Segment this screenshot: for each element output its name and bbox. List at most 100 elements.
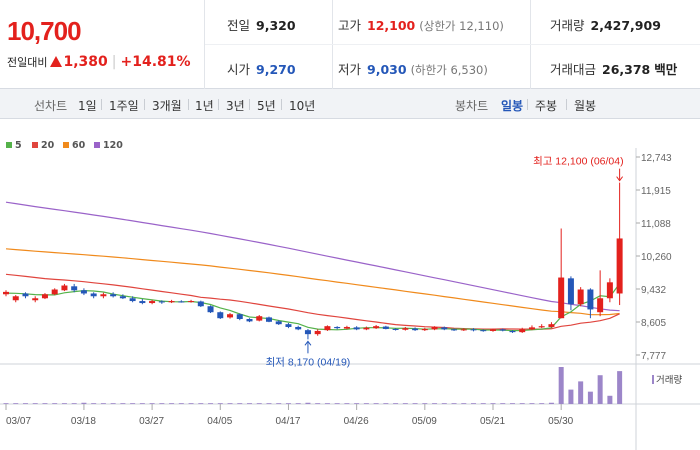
candle-body (119, 296, 126, 299)
stock-chart[interactable]: 5 20 60 120 12,743 11,915 11,088 10,260 9,43… (0, 120, 700, 450)
legend-ma60-label: 60 (72, 140, 86, 151)
candle-body (100, 294, 107, 297)
volume-bar (217, 403, 223, 404)
divider (101, 99, 102, 110)
candle-body (548, 324, 555, 327)
candle-body (558, 277, 565, 319)
x-tick-label: 05/09 (412, 416, 437, 427)
candle-body (12, 296, 19, 301)
volume-bar (509, 403, 515, 404)
y-tick-label: 11,915 (641, 186, 671, 197)
candle-body (324, 326, 331, 331)
candle-body (22, 293, 29, 297)
candle-body (577, 289, 584, 305)
candle-body (227, 314, 234, 318)
volume-bar (617, 371, 623, 404)
candle-body (129, 298, 136, 302)
volume-bar (266, 403, 272, 404)
candle-body (480, 330, 487, 332)
tab-1w[interactable]: 1주일 (109, 99, 139, 113)
candle-body (363, 327, 370, 330)
tab-daily[interactable]: 일봉 (501, 99, 524, 113)
tab-monthly[interactable]: 월봉 (574, 99, 597, 113)
volume-bar (42, 403, 48, 404)
trade-amount: 거래대금 26,378 백만 (550, 59, 677, 78)
y-tick-label: 12,743 (641, 153, 672, 164)
trade-amount-value: 26,378 (602, 62, 651, 77)
candle-body (528, 327, 535, 330)
change-value: 1,380 (63, 54, 108, 70)
candle-body (3, 291, 9, 295)
volume-bar (354, 403, 360, 404)
volume-bar (383, 403, 389, 404)
volume-bar (149, 403, 155, 404)
candle-body (431, 326, 438, 330)
up-triangle-icon (50, 56, 63, 67)
volume-bar (52, 403, 58, 404)
volume-value: 2,427,909 (590, 18, 661, 33)
candle-body (158, 301, 165, 303)
x-tick-label: 03/27 (139, 416, 164, 427)
tab-1d[interactable]: 1일 (78, 99, 97, 113)
volume-bar (451, 403, 457, 404)
x-tick-label: 04/05 (207, 416, 232, 427)
tab-3y[interactable]: 3년 (226, 99, 245, 113)
volume-bar (110, 403, 116, 404)
candle-body (606, 282, 613, 299)
y-tick-label: 10,260 (641, 252, 672, 263)
change-percent: +14.81% (120, 54, 191, 70)
ma120-line (5, 201, 620, 312)
volume-bar (247, 403, 252, 404)
volume-bar (178, 403, 184, 404)
low-label: 저가 (338, 62, 362, 77)
volume-bar (71, 403, 77, 404)
y-tick-label: 11,088 (641, 219, 671, 230)
candle-body (382, 326, 389, 329)
volume-bar (139, 403, 145, 404)
low-price: 저가 9,030 (하한가 6,530) (338, 59, 488, 78)
volume-bar (120, 403, 126, 404)
legend-ma20: 20 (32, 140, 54, 151)
candle-body (587, 289, 594, 310)
high-annotation: 최고 12,100 (06/04) (533, 156, 624, 168)
tab-1y[interactable]: 1년 (195, 99, 214, 113)
open-price: 시가 9,270 (227, 59, 296, 78)
volume-bar (490, 403, 496, 404)
volume-bar (295, 403, 301, 404)
volume-bar (13, 403, 19, 404)
candle-body (499, 329, 506, 331)
volume-bar (100, 403, 106, 404)
x-tick-label: 04/26 (344, 416, 369, 427)
candle-body (402, 328, 409, 330)
tab-10y[interactable]: 10년 (289, 99, 316, 113)
price-summary: 10,700 전일대비 1,380 | +14.81% 전일 9,320 시가 9,270… (0, 0, 700, 89)
candle-body (32, 298, 39, 301)
y-tick-label: 8,605 (641, 318, 666, 329)
divider: | (111, 54, 117, 70)
volume-bar (344, 403, 350, 404)
volume-bar (363, 403, 369, 404)
candle-body (567, 278, 574, 305)
y-tick-label: 9,432 (641, 285, 666, 296)
tab-weekly[interactable]: 주봉 (535, 99, 558, 113)
volume-bar (91, 403, 97, 404)
volume-bar (471, 403, 477, 404)
volume-bar (412, 403, 418, 404)
candle-body (285, 324, 292, 327)
volume-bar (188, 403, 194, 404)
change-label: 전일대비 (7, 56, 48, 69)
candle-body (256, 316, 263, 321)
chart-canvas[interactable]: 12,743 11,915 11,088 10,260 9,432 8,605 7,777 0… (0, 120, 700, 450)
open-value: 9,270 (256, 62, 296, 77)
divider (527, 99, 528, 110)
candle-body (90, 293, 97, 297)
volume-label: 거래량 (656, 374, 682, 386)
volume-bar (256, 403, 262, 404)
volume-bar (373, 403, 379, 404)
candle-body (197, 301, 204, 307)
volume-bar (285, 403, 291, 404)
x-tick-label: 04/17 (275, 416, 300, 427)
tab-5y[interactable]: 5년 (257, 99, 276, 113)
tab-3m[interactable]: 3개월 (152, 99, 182, 113)
volume-bar (159, 403, 165, 404)
